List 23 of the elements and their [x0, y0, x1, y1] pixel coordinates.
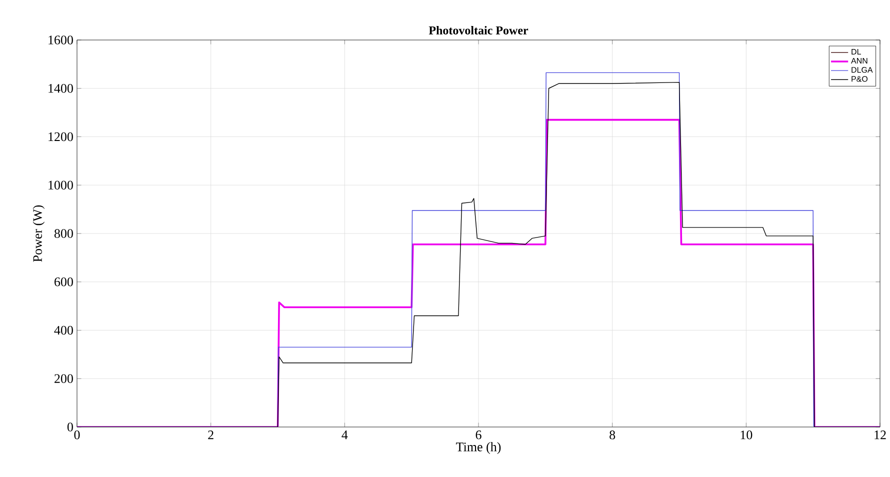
legend-label: P&O [852, 76, 868, 82]
y-tick-label: 400 [54, 326, 73, 335]
x-tick-label: 12 [874, 430, 886, 440]
y-tick-label: 200 [54, 374, 73, 384]
legend-label: DLGA [852, 67, 873, 73]
legend-label: DL [852, 49, 861, 55]
y-tick-label: 1400 [48, 84, 73, 93]
y-axis-title: Power (W) [32, 205, 45, 262]
y-tick-label: 1200 [48, 132, 73, 142]
x-tick-label: 2 [208, 430, 214, 440]
chart-title: Photovoltaic Power [428, 26, 528, 34]
x-tick-label: 8 [610, 430, 616, 440]
y-tick-label: 1600 [48, 36, 73, 44]
y-tick-label: 0 [67, 422, 73, 432]
x-tick-label: 6 [476, 430, 482, 440]
x-tick-label: 10 [740, 430, 752, 440]
legend-label: ANN [851, 58, 868, 64]
x-tick-label: 4 [342, 430, 348, 440]
x-tick-label: 0 [74, 430, 80, 440]
y-tick-label: 1000 [48, 180, 73, 190]
x-axis-title: Time (h) [456, 442, 501, 454]
y-tick-label: 800 [54, 229, 73, 238]
y-tick-label: 600 [54, 277, 73, 286]
